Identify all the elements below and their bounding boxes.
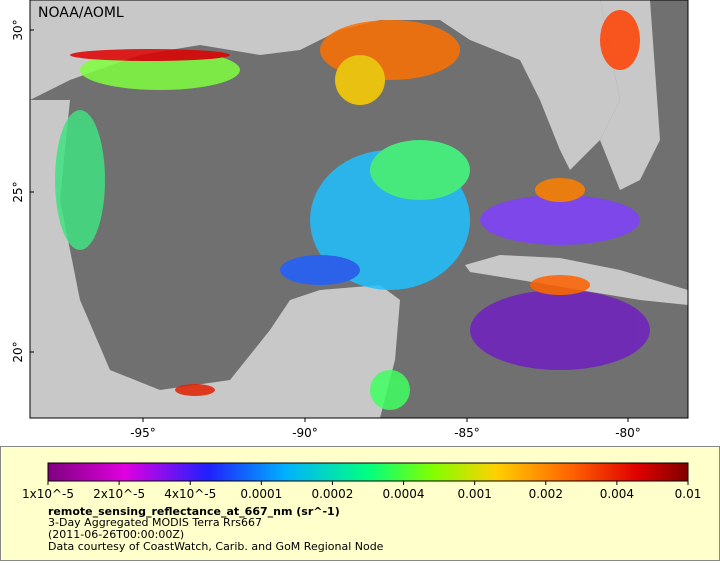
scale-label: 0.0001 (240, 487, 282, 501)
patch (175, 384, 215, 396)
credit: NOAA/AOML (38, 5, 124, 21)
land-north (30, 0, 620, 170)
patch (370, 140, 470, 200)
lat-label: 30° (11, 19, 25, 40)
scale-label: 0.01 (675, 487, 702, 501)
patch (530, 275, 590, 295)
scale-label: 2x10^-5 (93, 487, 145, 501)
scale-label: 0.0002 (311, 487, 353, 501)
lon-label: -80° (615, 426, 641, 440)
scale-label: 4x10^-5 (164, 487, 216, 501)
land-mexico (30, 100, 400, 418)
lat-label: 20° (11, 341, 25, 362)
info-line: Data courtesy of CoastWatch, Carib. and … (48, 540, 384, 553)
patch (370, 370, 410, 410)
scale-label: 0.004 (600, 487, 634, 501)
variable-name: remote_sensing_reflectance_at_667_nm (sr… (48, 505, 340, 518)
lon-label: -85° (454, 426, 480, 440)
lat-label: 25° (11, 181, 25, 202)
scale-label: 0.002 (529, 487, 563, 501)
patch (335, 55, 385, 105)
lon-label: -90° (292, 426, 318, 440)
info-line: 3-Day Aggregated MODIS Terra Rrs667 (48, 516, 262, 529)
patch (70, 49, 230, 61)
info-line: (2011-06-26T00:00:00Z) (48, 528, 184, 541)
scale-label: 0.0004 (383, 487, 425, 501)
lon-label: -95° (130, 426, 156, 440)
map: NOAA/AOML (29, 0, 689, 419)
reflectance-patches (55, 10, 650, 410)
patch (55, 110, 105, 250)
patch (535, 178, 585, 202)
patch (280, 255, 360, 285)
scale-label: 1x10^-5 (22, 487, 74, 501)
colorbar (47, 462, 689, 482)
patch (600, 10, 640, 70)
patch (470, 290, 650, 370)
scale-label: 0.001 (457, 487, 491, 501)
patch (480, 195, 640, 245)
map-frame (29, 0, 689, 419)
